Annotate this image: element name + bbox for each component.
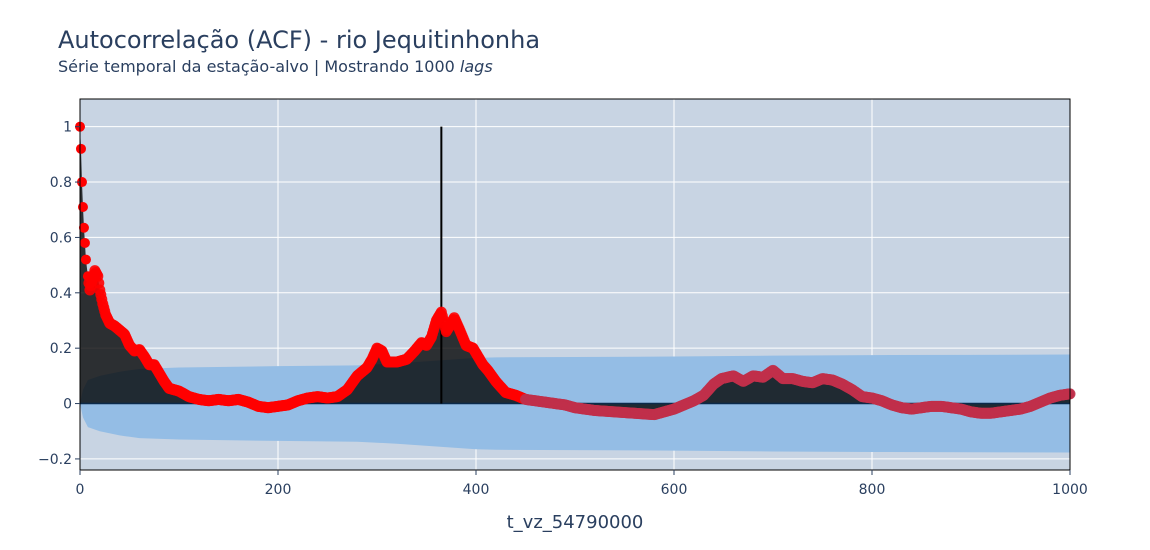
y-axis-ticks: −0.2 0 0.2 0.4 0.6 0.8 1 [38, 120, 80, 468]
y-tick-label: 0.8 [50, 175, 72, 191]
y-tick-label: 0.4 [50, 286, 72, 302]
acf-marker [78, 222, 89, 233]
x-tick-label: 0 [76, 482, 85, 498]
x-tick-label: 400 [463, 482, 490, 498]
subtitle-main: Série temporal da estação-alvo | Mostran… [58, 57, 460, 76]
x-tick-label: 800 [859, 482, 886, 498]
x-axis-title: t_vz_54790000 [507, 512, 644, 533]
y-tick-label: 0.2 [50, 341, 72, 357]
acf-markers [75, 121, 1076, 421]
subtitle-em: lags [459, 57, 493, 76]
y-tick-label: 0.6 [50, 230, 72, 246]
x-tick-label: 200 [265, 482, 292, 498]
y-tick-label: 1 [63, 120, 72, 136]
plot-frame [79, 98, 1071, 471]
acf-marker [75, 143, 86, 154]
acf-marker [80, 254, 91, 265]
x-tick-label: 1000 [1052, 482, 1088, 498]
y-tick-label: 0 [63, 397, 72, 413]
acf-marker [77, 201, 88, 212]
y-tick-label: −0.2 [38, 452, 72, 468]
x-axis-ticks: 0 200 400 600 800 1000 [76, 470, 1088, 498]
acf-marker [76, 177, 87, 188]
x-tick-label: 600 [661, 482, 688, 498]
acf-marker [79, 237, 90, 248]
chart-subtitle: Série temporal da estação-alvo | Mostran… [58, 57, 493, 76]
chart-title: Autocorrelação (ACF) - rio Jequitinhonha [58, 26, 541, 54]
